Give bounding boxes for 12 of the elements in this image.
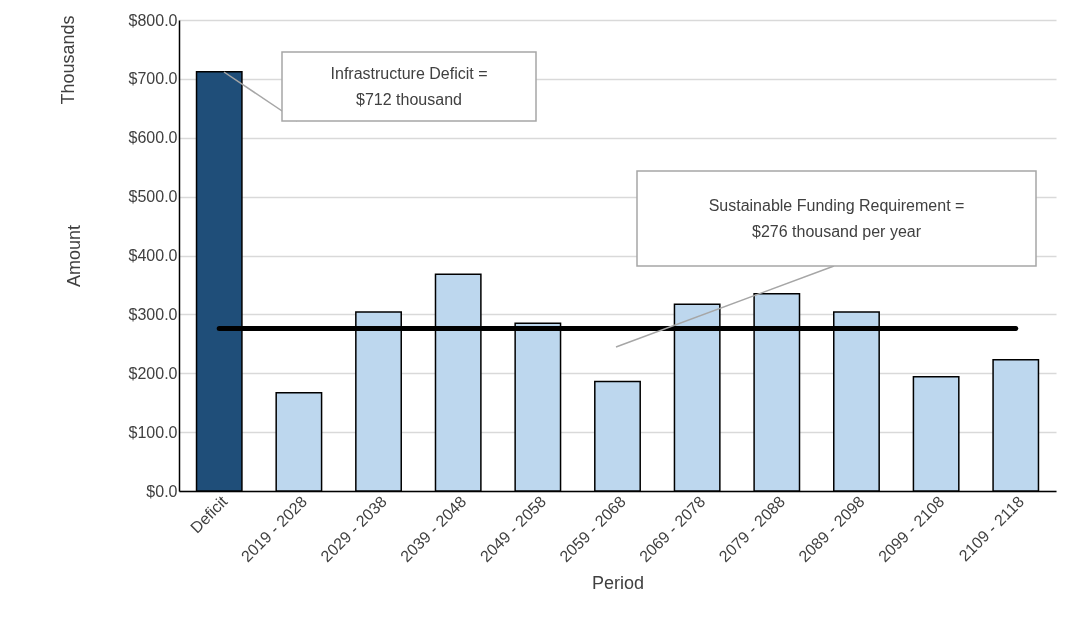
text: Thousands [58,15,78,105]
y-tick-label: $600.0 [128,129,178,147]
y-tick-label: $400.0 [128,247,178,264]
y-tick-label: $0.0 [146,482,178,500]
y-axis-title: Amount [63,224,84,288]
y-tick-label: $200.0 [128,364,178,382]
y-tick-label: $100.0 [128,423,178,441]
x-axis-title: Period [591,573,645,594]
y-tick-label: $300.0 [128,305,178,323]
y-tick-label: $800.0 [128,11,178,29]
y-tick-label: $500.0 [128,188,178,206]
y-tick-label: $700.0 [128,70,178,88]
